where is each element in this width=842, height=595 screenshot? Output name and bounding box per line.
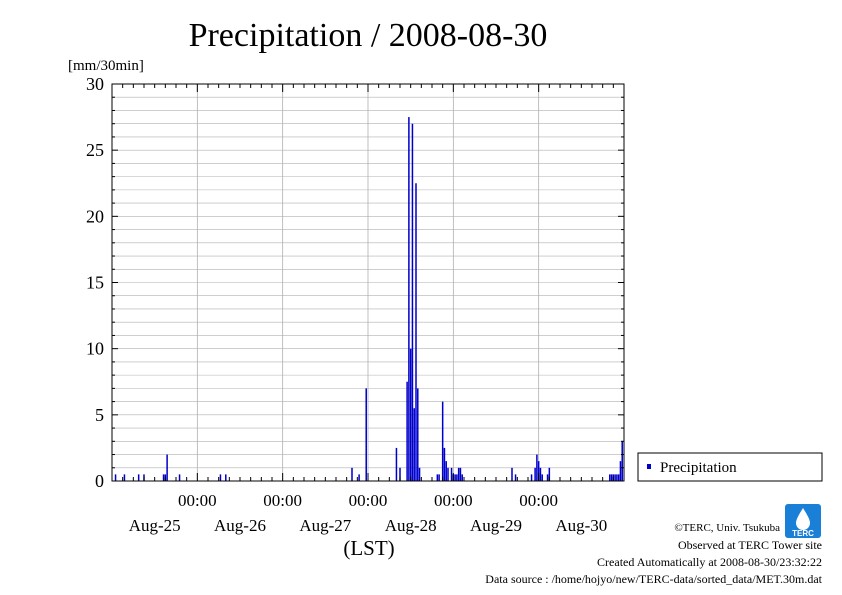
- x-tick-label: 00:00: [349, 491, 388, 510]
- day-label: Aug-25: [129, 516, 181, 535]
- footer-source: Data source : /home/hojyo/new/TERC-data/…: [485, 572, 822, 586]
- precip-bar: [534, 467, 536, 481]
- precip-bar: [219, 474, 222, 481]
- precip-bar: [511, 467, 513, 481]
- precip-bar: [447, 467, 449, 481]
- precip-bar: [614, 474, 616, 481]
- precip-bar: [461, 474, 463, 481]
- precip-bar: [178, 474, 181, 481]
- precip-bar: [530, 474, 533, 481]
- precip-bar: [395, 447, 398, 481]
- precip-bar: [436, 474, 439, 481]
- precip-bar: [123, 474, 126, 481]
- x-axis-label: (LST): [343, 536, 394, 560]
- y-tick-label: 5: [95, 405, 104, 425]
- precip-bar: [413, 408, 415, 481]
- legend-box: [637, 452, 823, 482]
- logo-text: TERC: [792, 529, 814, 538]
- grid-lines: [112, 84, 624, 481]
- precip-bar: [443, 447, 446, 481]
- terc-logo: TERC: [785, 504, 821, 538]
- x-tick-labels: 00:00 00:00 00:00 00:00 00:00: [178, 491, 558, 510]
- precip-bar: [417, 388, 419, 481]
- precip-bar: [225, 474, 227, 481]
- precip-bar: [621, 441, 623, 481]
- day-label: Aug-27: [299, 516, 351, 535]
- precip-bar: [456, 474, 458, 481]
- precip-bar: [457, 467, 460, 481]
- y-tick-labels: 0 5 10 15 20 25 30: [86, 74, 104, 491]
- precip-bar: [548, 467, 551, 481]
- day-label: Aug-30: [555, 516, 607, 535]
- precip-bar: [438, 474, 440, 481]
- footer-created: Created Automatically at 2008-08-30/23:3…: [597, 555, 822, 569]
- precip-bar: [162, 474, 165, 481]
- precip-bar: [114, 474, 117, 481]
- precip-bar: [411, 123, 414, 481]
- precip-bar: [514, 474, 517, 481]
- x-tick-label: 00:00: [519, 491, 558, 510]
- precip-bar: [399, 467, 401, 481]
- precip-bar: [450, 467, 453, 481]
- precip-bar: [541, 474, 543, 481]
- precip-bar: [537, 461, 540, 481]
- x-tick-label: 00:00: [263, 491, 302, 510]
- legend: Precipitation: [637, 452, 823, 482]
- precip-bar: [546, 474, 549, 481]
- precip-bar: [619, 461, 622, 481]
- footer-observed: Observed at TERC Tower site: [678, 538, 822, 552]
- precip-bar: [418, 467, 421, 481]
- precip-bar: [137, 474, 140, 481]
- y-tick-label: 20: [86, 206, 104, 226]
- precip-bar: [351, 467, 353, 481]
- day-label: Aug-28: [385, 516, 437, 535]
- y-tick-label: 0: [95, 471, 104, 491]
- precip-bar: [454, 474, 456, 481]
- precip-bar: [539, 467, 542, 481]
- precip-bar: [406, 381, 408, 481]
- y-tick-label: 25: [86, 140, 104, 160]
- y-tick-label: 15: [86, 273, 104, 293]
- precip-bar: [166, 454, 168, 481]
- precip-bar: [415, 183, 417, 481]
- precip-bar: [409, 348, 412, 481]
- day-label: Aug-29: [470, 516, 522, 535]
- logo-drop: [796, 508, 810, 530]
- precip-bar: [358, 474, 360, 481]
- precip-bar: [610, 474, 613, 481]
- precip-bar: [408, 117, 410, 481]
- footer-copyright: ©TERC, Univ. Tsukuba: [674, 522, 780, 534]
- precip-bar: [459, 467, 462, 481]
- bars-group: [114, 117, 623, 481]
- precip-bar: [536, 454, 538, 481]
- y-axis-label: [mm/30min]: [68, 58, 144, 74]
- y-tick-label: 10: [86, 339, 104, 359]
- precip-bar: [365, 388, 367, 481]
- axis-ticks: [112, 83, 624, 482]
- legend-label: Precipitation: [660, 460, 737, 476]
- chart-title: Precipitation / 2008-08-30: [189, 17, 548, 54]
- precip-bar: [609, 474, 611, 481]
- precip-bar: [445, 461, 447, 481]
- day-label: Aug-26: [214, 516, 266, 535]
- y-tick-label: 30: [86, 74, 104, 94]
- legend-marker: [647, 464, 651, 469]
- day-labels: Aug-25 Aug-26 Aug-27 Aug-28 Aug-29 Aug-30: [129, 516, 608, 535]
- x-tick-label: 00:00: [434, 491, 473, 510]
- x-tick-label: 00:00: [178, 491, 217, 510]
- precip-bar: [616, 474, 618, 481]
- precip-bar: [617, 474, 620, 481]
- precip-bar: [441, 401, 444, 481]
